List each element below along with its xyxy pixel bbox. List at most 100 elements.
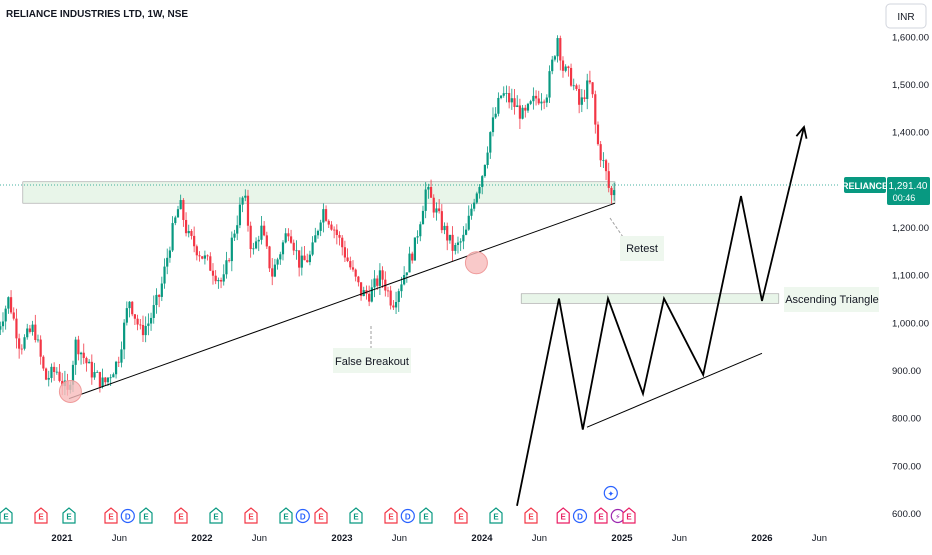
false-breakout-callout[interactable]: False Breakout	[333, 326, 411, 373]
false-breakout-label: False Breakout	[335, 356, 409, 368]
price-tag-value: 1,291.40	[889, 181, 928, 192]
symbol-title[interactable]: RELIANCE INDUSTRIES LTD, 1W, NSE	[6, 9, 188, 20]
candle-body	[607, 171, 610, 188]
candle-body	[273, 264, 277, 277]
x-axis-tick-label: Jun	[812, 533, 827, 544]
candle-body	[551, 59, 554, 72]
candle-body	[392, 305, 395, 308]
earnings-badge[interactable]: E	[594, 507, 608, 524]
candle-body	[260, 225, 263, 240]
event-badge[interactable]: ⚡	[610, 508, 625, 524]
earnings-badge[interactable]: E	[244, 507, 258, 524]
ascending-triangle-callout[interactable]: Ascending Triangle	[784, 287, 879, 312]
candle-body	[553, 56, 557, 60]
candle-body	[222, 274, 225, 282]
earnings-badge[interactable]: E	[104, 507, 118, 524]
retest-label: Retest	[626, 243, 658, 255]
candle-body	[467, 215, 470, 230]
x-axis-tick-label: 2021	[51, 533, 73, 544]
earnings-badge[interactable]: E	[209, 507, 223, 524]
event-badge-shape	[400, 508, 415, 524]
earnings-badge[interactable]: E	[556, 507, 570, 524]
dividend-badge[interactable]: D	[120, 508, 135, 524]
event-badge-label: D	[300, 513, 306, 522]
currency-label: INR	[897, 12, 914, 23]
y-axis-tick-label: 1,400.00	[892, 128, 929, 139]
earnings-badge[interactable]: E	[279, 507, 293, 524]
candle-body	[106, 377, 110, 383]
event-badge-shape	[572, 508, 588, 524]
event-badge-shape	[34, 507, 48, 524]
event-badge-label: D	[125, 513, 131, 522]
earnings-badge[interactable]: E	[622, 507, 636, 524]
earnings-badge[interactable]: E	[174, 507, 188, 524]
candle-body	[228, 260, 231, 262]
currency-button[interactable]: INR	[885, 3, 927, 29]
x-axis-tick-label: Jun	[672, 533, 687, 544]
triangle-resistance-zone	[520, 293, 780, 304]
candle-body	[405, 272, 408, 276]
candle-body	[147, 323, 150, 326]
candle-body	[82, 352, 85, 358]
candle-body	[516, 105, 519, 107]
candle-body	[481, 176, 484, 188]
candle-body	[31, 324, 34, 332]
event-badge-label: E	[3, 513, 9, 522]
dividend-badge[interactable]: D	[295, 508, 310, 524]
candle-body	[0, 326, 2, 330]
candle-body	[545, 97, 548, 103]
candle-body	[141, 324, 145, 336]
earnings-badge[interactable]: E	[524, 507, 538, 524]
earnings-badge[interactable]: E	[34, 507, 48, 524]
candle-body	[494, 113, 497, 118]
dividend-badge[interactable]: D	[572, 508, 588, 524]
candle-body	[564, 66, 567, 71]
candle-body	[230, 237, 233, 262]
candle-body	[20, 348, 23, 350]
event-badge-shape	[489, 507, 503, 524]
candle-body	[257, 239, 260, 242]
earnings-badge[interactable]: E	[419, 507, 433, 524]
candle-body	[28, 328, 32, 332]
candle-body	[561, 60, 565, 71]
candle-body	[510, 98, 513, 103]
candle-body	[324, 209, 328, 221]
candle-body	[109, 377, 112, 379]
earnings-badge[interactable]: E	[454, 507, 468, 524]
candle-body	[15, 318, 18, 339]
candle-body	[419, 224, 422, 237]
split-badge[interactable]: ✦	[603, 485, 618, 501]
event-badge-shape	[279, 507, 293, 524]
candle-body	[594, 94, 597, 125]
candle-body	[394, 301, 398, 308]
earnings-badge[interactable]: E	[0, 507, 13, 524]
y-axis-tick-label: 800.00	[892, 414, 921, 425]
candle-body	[548, 71, 551, 98]
candle-body	[429, 187, 433, 198]
candle-body	[569, 67, 573, 86]
candle-body	[4, 308, 7, 322]
retest-callout[interactable]: Retest	[609, 217, 664, 261]
candle-body	[359, 282, 363, 297]
candle-body	[195, 246, 198, 256]
earnings-badge[interactable]: E	[139, 507, 153, 524]
earnings-badge[interactable]: E	[384, 507, 398, 524]
candle-body	[462, 234, 465, 242]
candle-body	[144, 325, 147, 336]
earnings-badge[interactable]: E	[489, 507, 503, 524]
candle-body	[152, 305, 155, 318]
candle-body	[236, 225, 239, 234]
event-badge-shape	[622, 507, 636, 524]
candle-body	[9, 297, 13, 313]
candle-body	[53, 366, 56, 373]
earnings-badge[interactable]: E	[314, 507, 328, 524]
dividend-badge[interactable]: D	[400, 508, 415, 524]
earnings-badge[interactable]: E	[349, 507, 363, 524]
candle-body	[23, 337, 26, 349]
earnings-badge[interactable]: E	[62, 507, 76, 524]
candle-body	[403, 275, 406, 285]
candle-body	[543, 101, 546, 103]
candle-body	[502, 93, 505, 96]
